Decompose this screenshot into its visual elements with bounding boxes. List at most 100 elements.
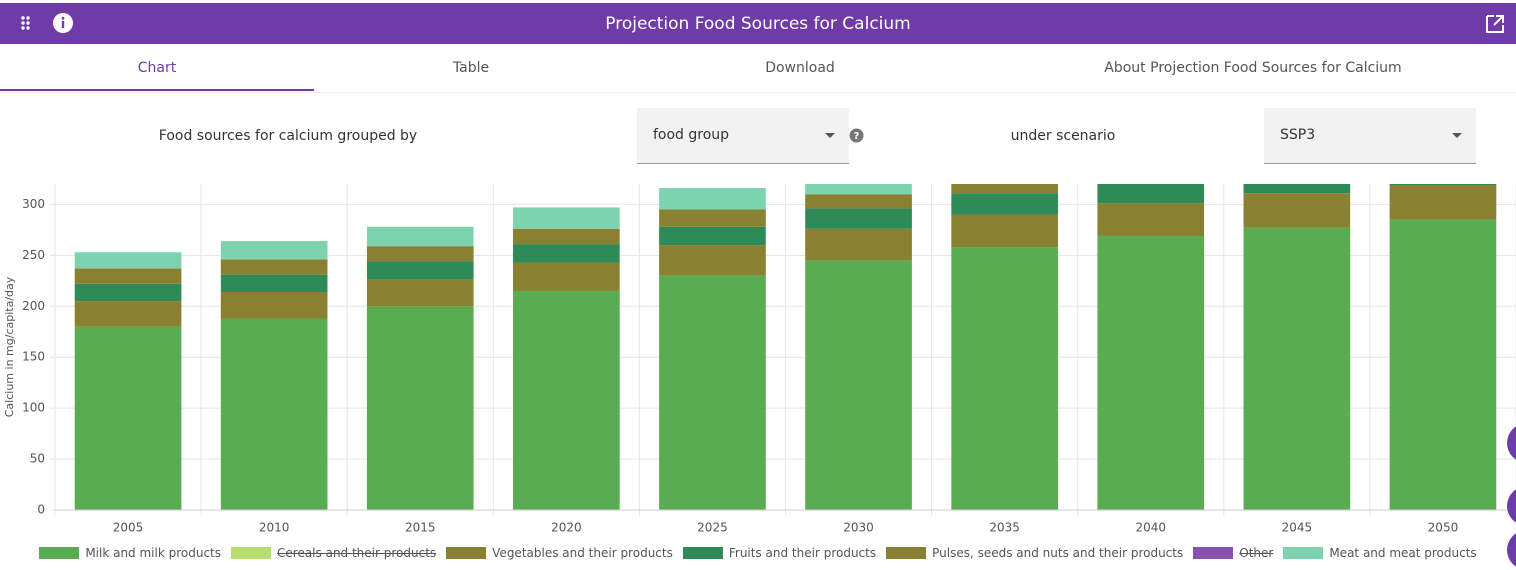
- bar-segment: [1389, 184, 1497, 186]
- bar-segment: [513, 290, 620, 510]
- bar-segment: [366, 246, 474, 262]
- tab[interactable]: Table: [452, 60, 490, 76]
- legend-label: Pulses, seeds and nuts and their product…: [932, 546, 1184, 560]
- chart: 0 50 100 150 200 250 300 Calcium in mg/capita/d…: [3, 184, 1516, 535]
- fab[interactable]: [1507, 423, 1516, 463]
- apps-icon[interactable]: [20, 15, 36, 31]
- x-tick-label: 2030: [843, 521, 874, 535]
- legend-item[interactable]: Meat and meat products: [1283, 546, 1477, 560]
- control-label: under scenario: [1010, 128, 1116, 144]
- bar-segment: [805, 260, 912, 510]
- tab[interactable]: Chart: [137, 60, 177, 76]
- x-tick-label: 2020: [551, 521, 582, 535]
- bar-segment: [659, 245, 766, 276]
- x-tick-label: 2035: [989, 521, 1020, 535]
- legend-label: Milk and milk products: [85, 546, 222, 560]
- divider: [0, 92, 1516, 93]
- plot-area: [74, 184, 1497, 510]
- y-tick-label: 100: [22, 401, 45, 415]
- bar-segment: [74, 268, 182, 284]
- bar-segment: [951, 184, 1058, 194]
- group-select[interactable]: food group: [637, 108, 849, 164]
- legend-swatch: [1283, 547, 1324, 559]
- tab[interactable]: Download: [765, 60, 835, 76]
- legend-item[interactable]: Vegetables and their products: [446, 546, 673, 560]
- bar-segment: [220, 291, 328, 319]
- bar-segment: [1097, 184, 1205, 204]
- bar-segment: [513, 228, 620, 245]
- legend-label: Cereals and their products: [277, 546, 437, 560]
- bar-segment: [74, 301, 182, 327]
- bar-segment: [805, 194, 912, 209]
- legend-item[interactable]: Fruits and their products: [682, 546, 877, 560]
- bar-segment: [951, 214, 1058, 248]
- bar-segment: [805, 208, 912, 229]
- open-external-icon[interactable]: [1485, 14, 1505, 34]
- bar-segment: [366, 261, 474, 280]
- x-tick-label: 2050: [1428, 521, 1459, 535]
- tab-indicator: [0, 89, 314, 91]
- app-bar: Projection Food Sources for Calcium: [0, 3, 1516, 44]
- bar-segment: [659, 209, 766, 227]
- bar-segment: [513, 262, 620, 291]
- bar-segment: [659, 188, 766, 210]
- bar-segment: [951, 193, 1058, 215]
- bar-segment: [659, 226, 766, 246]
- x-tick-label: 2045: [1282, 521, 1313, 535]
- legend-label: Fruits and their products: [728, 546, 877, 560]
- bar-segment: [220, 259, 328, 275]
- bar-segment: [805, 228, 912, 261]
- help-icon[interactable]: ?: [849, 128, 864, 143]
- legend-swatch: [231, 547, 272, 559]
- bar-segment: [220, 274, 328, 292]
- y-axis-label: Calcium in mg/capita/day: [3, 276, 16, 417]
- x-tick-label: 2010: [259, 521, 290, 535]
- select-value: food group: [653, 127, 730, 143]
- y-tick-label: 200: [22, 299, 45, 313]
- bar-segment: [1389, 185, 1497, 220]
- y-tick-label: 50: [30, 452, 45, 466]
- bar-segment: [220, 318, 328, 510]
- legend-swatch: [39, 547, 80, 559]
- legend-label: Other: [1239, 546, 1274, 560]
- control-label: Food sources for calcium grouped by: [158, 128, 418, 144]
- fab[interactable]: [1507, 530, 1516, 570]
- bar-segment: [74, 326, 182, 510]
- bar-segment: [513, 244, 620, 263]
- bar-segment: [366, 226, 474, 247]
- legend-swatch: [1193, 547, 1234, 559]
- bar-segment: [805, 184, 912, 195]
- bar-segment: [1389, 219, 1497, 510]
- bar-segment: [366, 279, 474, 307]
- fab[interactable]: [1507, 486, 1516, 526]
- bar-segment: [1243, 184, 1351, 194]
- legend-item[interactable]: Other: [1193, 546, 1273, 560]
- legend-item[interactable]: Pulses, seeds and nuts and their product…: [886, 546, 1183, 560]
- bar-segment: [220, 241, 328, 260]
- x-tick-label: 2025: [697, 521, 728, 535]
- y-tick-label: 250: [22, 248, 45, 262]
- y-tick-label: 0: [37, 503, 45, 517]
- app-title: Projection Food Sources for Calcium: [605, 14, 911, 34]
- legend-item[interactable]: Milk and milk products: [39, 546, 221, 560]
- bar-segment: [74, 283, 182, 302]
- x-tick-label: 2040: [1135, 521, 1166, 535]
- bar-segment: [513, 207, 620, 229]
- legend: Milk and milk products Cereals and their …: [0, 546, 1516, 560]
- x-tick-label: 2015: [405, 521, 436, 535]
- bar-segment: [1097, 235, 1205, 510]
- tab[interactable]: About Projection Food Sources for Calciu…: [1104, 60, 1402, 76]
- y-tick-label: 150: [22, 350, 45, 364]
- x-tick-label: 2005: [113, 521, 144, 535]
- bar-segment: [1243, 227, 1351, 510]
- svg-text:?: ?: [854, 131, 860, 142]
- bar-segment: [951, 247, 1058, 510]
- legend-item[interactable]: Cereals and their products: [231, 546, 436, 560]
- scenario-select[interactable]: SSP3: [1264, 108, 1476, 164]
- select-value: SSP3: [1280, 127, 1316, 143]
- bar-segment: [1097, 203, 1205, 236]
- bar-segment: [1243, 193, 1351, 228]
- bar-segment: [74, 252, 182, 269]
- info-icon[interactable]: [52, 12, 74, 34]
